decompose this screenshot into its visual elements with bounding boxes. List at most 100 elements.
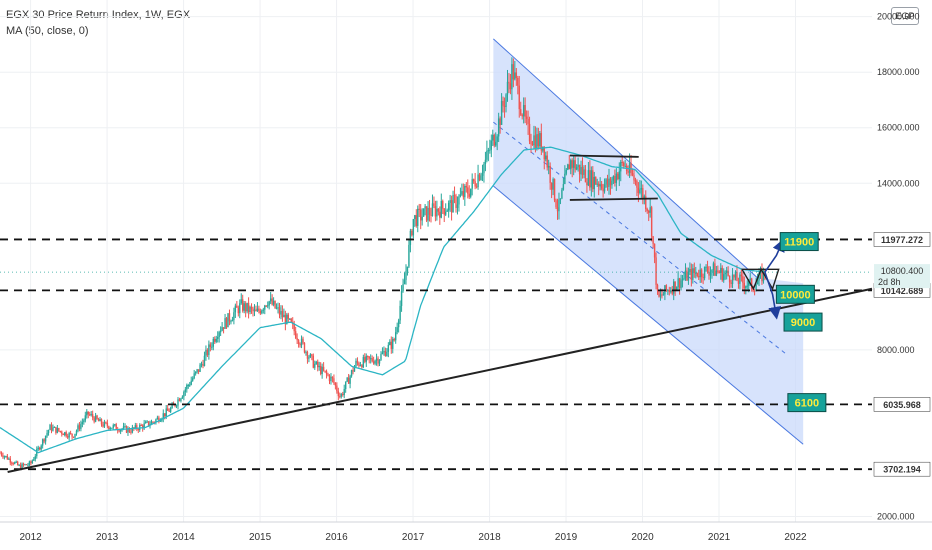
candle-body <box>331 376 334 379</box>
candle-body <box>680 280 682 288</box>
candle-body <box>118 430 120 432</box>
candle-body <box>683 277 685 280</box>
candle-body <box>69 433 72 435</box>
candle-body <box>636 180 638 188</box>
candle-body <box>546 155 548 168</box>
candle-body <box>620 161 622 172</box>
x-axis[interactable]: 2012 2013 2014 2015 2016 2017 2018 2019 2020 2021… <box>0 521 932 543</box>
candle-body <box>474 181 476 187</box>
candle-body <box>384 351 387 357</box>
ma-path <box>0 146 765 454</box>
level-label: 10142.689 <box>881 286 924 296</box>
candle-body <box>247 302 250 313</box>
candle-body <box>111 427 113 429</box>
candle-body <box>695 272 697 274</box>
candle-body <box>599 184 601 187</box>
candle-body <box>547 165 550 168</box>
candle-body <box>102 424 104 427</box>
ma-legend: MA (50, close, 0) <box>6 25 89 37</box>
candle-body <box>624 165 626 167</box>
candle-body <box>250 306 253 309</box>
candle-body <box>150 421 153 425</box>
candle-body <box>477 174 479 188</box>
candle-body <box>83 420 85 423</box>
candle-body <box>565 169 568 174</box>
candle-body <box>714 263 716 276</box>
candle-body <box>489 149 491 151</box>
candle-body <box>215 338 217 342</box>
candle-body <box>18 465 20 467</box>
candle-body <box>5 455 7 457</box>
candle-body <box>230 321 232 323</box>
candle-body <box>134 425 137 429</box>
candle-body <box>36 449 38 457</box>
candle-body <box>297 340 300 345</box>
candle-body <box>505 94 507 107</box>
candle-body <box>733 274 735 278</box>
candle-body <box>725 270 728 273</box>
candle-body <box>436 208 438 217</box>
candle-body <box>545 155 547 160</box>
candle-body <box>186 385 188 390</box>
candle-body <box>15 461 17 463</box>
candle-body <box>130 431 132 433</box>
candle-body <box>9 458 11 463</box>
candle-body <box>289 318 291 320</box>
candle-body <box>499 118 501 125</box>
candle-body <box>324 370 326 372</box>
candle-body <box>614 176 616 184</box>
currency-badge[interactable]: EGP <box>891 7 919 25</box>
candle-body <box>6 455 9 460</box>
candle-body <box>511 64 513 90</box>
candle-body <box>277 307 279 309</box>
candle-body <box>109 428 112 430</box>
candle-body <box>283 314 285 318</box>
candle-body <box>193 373 195 379</box>
candle-body <box>458 196 460 205</box>
candle-body <box>622 162 625 166</box>
candle-body <box>284 314 287 325</box>
candle-body <box>50 424 53 431</box>
candle-body <box>394 332 397 341</box>
candle-body <box>700 269 703 277</box>
candle-body <box>500 100 503 125</box>
candle-body <box>686 270 688 281</box>
candle-body <box>637 187 640 193</box>
candle-body <box>424 206 426 209</box>
candle-body <box>371 358 373 362</box>
candle-body <box>349 376 351 384</box>
candle-body <box>583 169 585 175</box>
candle-body <box>446 210 448 212</box>
candle-body <box>670 290 672 292</box>
candle-body <box>497 118 500 137</box>
candle-body <box>399 305 401 321</box>
candle-body <box>66 436 69 438</box>
candle-body <box>522 105 525 117</box>
candle-body <box>521 114 523 117</box>
candle-body <box>24 464 26 466</box>
candle-body <box>634 180 637 182</box>
candle-body <box>417 208 419 226</box>
candle-body <box>658 290 660 297</box>
candle-body <box>718 271 721 273</box>
candle-body <box>442 200 444 209</box>
level-label-box <box>873 232 931 247</box>
candle-body <box>372 361 375 364</box>
y-axis[interactable]: 11977.272 10142.689 6035.968 3702.194 10800.… <box>873 12 931 522</box>
candle-body <box>196 369 198 372</box>
candle-body <box>675 286 678 291</box>
candle-body <box>278 307 281 315</box>
candle-body <box>25 464 28 466</box>
candle-body <box>572 160 575 168</box>
candle-body <box>533 135 535 146</box>
y-tick-label: 20000.000 <box>877 12 920 22</box>
candle-body <box>739 274 741 284</box>
candle-body <box>302 338 304 343</box>
candle-body <box>171 404 173 409</box>
candle-body <box>387 344 390 352</box>
candle-body <box>91 414 94 418</box>
candle-body <box>662 294 665 296</box>
candle-body <box>369 358 372 360</box>
candle-body <box>615 173 618 184</box>
